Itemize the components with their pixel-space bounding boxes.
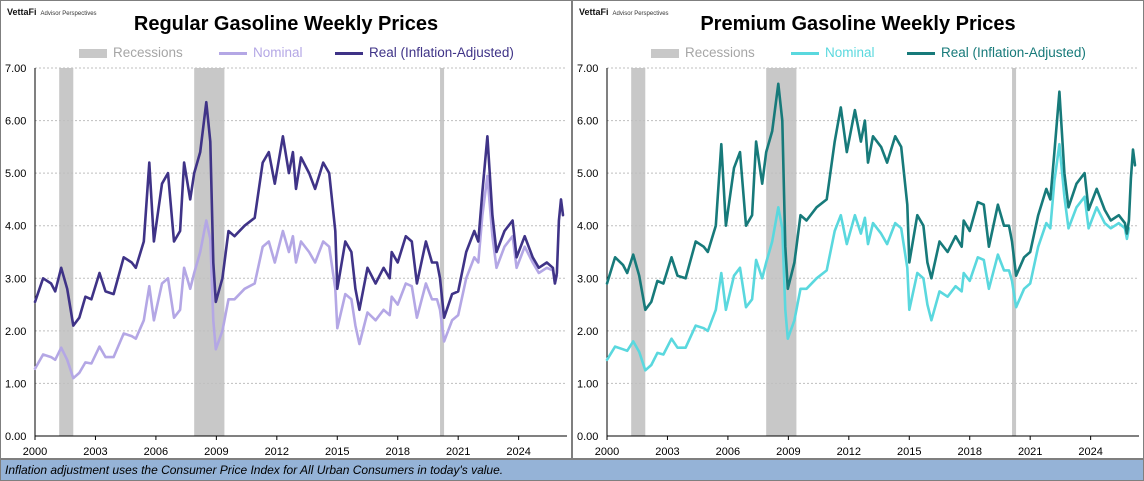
x-tick-label: 2000 xyxy=(595,446,619,458)
x-tick-label: 2024 xyxy=(506,446,530,458)
y-tick-label: 7.00 xyxy=(5,63,26,75)
x-tick-label: 2015 xyxy=(325,446,349,458)
recession-bar xyxy=(59,68,74,436)
x-tick-label: 2009 xyxy=(204,446,228,458)
chart-legend: Recessions Nominal Real (Inflation-Adjus… xyxy=(1,45,571,61)
legend-recessions: Recessions xyxy=(651,45,755,61)
legend-recessions-swatch xyxy=(651,48,679,58)
brand-sub: Advisor Perspectives xyxy=(40,11,97,17)
y-tick-label: 2.00 xyxy=(577,326,598,338)
y-tick-label: 2.00 xyxy=(5,326,26,338)
y-tick-label: 5.00 xyxy=(577,168,598,180)
footer-note-bar: Inflation adjustment uses the Consumer P… xyxy=(0,459,1144,481)
y-tick-label: 7.00 xyxy=(577,63,598,75)
chart-legend: Recessions Nominal Real (Inflation-Adjus… xyxy=(573,45,1143,61)
y-tick-label: 4.00 xyxy=(5,221,26,233)
legend-nominal: Nominal xyxy=(791,45,875,61)
brand-name: VettaFi xyxy=(7,7,37,17)
recession-bar xyxy=(631,68,646,436)
chart-title: Regular Gasoline Weekly Prices xyxy=(133,13,439,35)
y-tick-label: 6.00 xyxy=(577,116,598,128)
brand-sub: Advisor Perspectives xyxy=(612,11,669,17)
legend-real-label: Real (Inflation-Adjusted) xyxy=(941,45,1086,60)
nominal-price-line xyxy=(605,142,1131,372)
real-price-line xyxy=(605,82,1137,312)
legend-real-swatch xyxy=(907,51,935,55)
legend-nominal-swatch xyxy=(791,51,819,55)
real-price-line xyxy=(33,100,565,327)
legend-recessions-swatch xyxy=(79,48,107,58)
y-tick-label: 4.00 xyxy=(577,221,598,233)
x-tick-label: 2000 xyxy=(23,446,47,458)
y-tick-label: 3.00 xyxy=(577,273,598,285)
regular-gasoline-chart-panel: VettaFi Advisor Perspectives Regular Gaso… xyxy=(0,0,572,459)
legend-nominal-label: Nominal xyxy=(253,45,303,60)
x-tick-label: 2003 xyxy=(83,446,107,458)
chart-title: Premium Gasoline Weekly Prices xyxy=(700,13,1016,35)
recession-bar xyxy=(440,68,445,436)
x-tick-label: 2018 xyxy=(957,446,981,458)
x-tick-label: 2012 xyxy=(837,446,861,458)
premium-gasoline-plot: 0.00 1.00 2.00 3.00 4.00 5.00 6.00 7.00 2000 2003… xyxy=(577,63,1139,458)
vettafi-logo: VettaFi Advisor Perspectives xyxy=(579,7,669,17)
legend-real: Real (Inflation-Adjusted) xyxy=(335,45,514,61)
vettafi-logo: VettaFi Advisor Perspectives xyxy=(7,7,97,17)
nominal-price-line xyxy=(33,174,559,380)
x-tick-label: 2024 xyxy=(1078,446,1102,458)
x-tick-label: 2021 xyxy=(1018,446,1042,458)
y-tick-label: 5.00 xyxy=(5,168,26,180)
legend-nominal: Nominal xyxy=(219,45,303,61)
legend-real-label: Real (Inflation-Adjusted) xyxy=(369,45,514,60)
legend-recessions-label: Recessions xyxy=(113,45,183,60)
y-tick-label: 1.00 xyxy=(5,378,26,390)
legend-real: Real (Inflation-Adjusted) xyxy=(907,45,1086,61)
x-tick-label: 2015 xyxy=(897,446,921,458)
x-tick-label: 2012 xyxy=(265,446,289,458)
x-tick-label: 2006 xyxy=(716,446,740,458)
legend-nominal-swatch xyxy=(219,51,247,55)
legend-nominal-label: Nominal xyxy=(825,45,875,60)
x-tick-label: 2009 xyxy=(776,446,800,458)
premium-gasoline-chart-panel: VettaFi Advisor Perspectives Premium Gaso… xyxy=(572,0,1144,459)
footer-note: Inflation adjustment uses the Consumer P… xyxy=(5,463,504,477)
brand-name: VettaFi xyxy=(579,7,609,17)
y-tick-label: 0.00 xyxy=(577,431,598,443)
y-tick-label: 3.00 xyxy=(5,273,26,285)
legend-recessions: Recessions xyxy=(79,45,183,61)
y-tick-label: 6.00 xyxy=(5,116,26,128)
legend-recessions-label: Recessions xyxy=(685,45,755,60)
x-tick-label: 2006 xyxy=(144,446,168,458)
x-tick-label: 2018 xyxy=(385,446,409,458)
legend-real-swatch xyxy=(335,51,363,55)
regular-gasoline-plot: 0.00 1.00 2.00 3.00 4.00 5.00 6.00 7.00 2000 2003… xyxy=(5,63,567,458)
y-tick-label: 1.00 xyxy=(577,378,598,390)
x-tick-label: 2021 xyxy=(446,446,470,458)
x-tick-label: 2003 xyxy=(655,446,679,458)
y-tick-label: 0.00 xyxy=(5,431,26,443)
